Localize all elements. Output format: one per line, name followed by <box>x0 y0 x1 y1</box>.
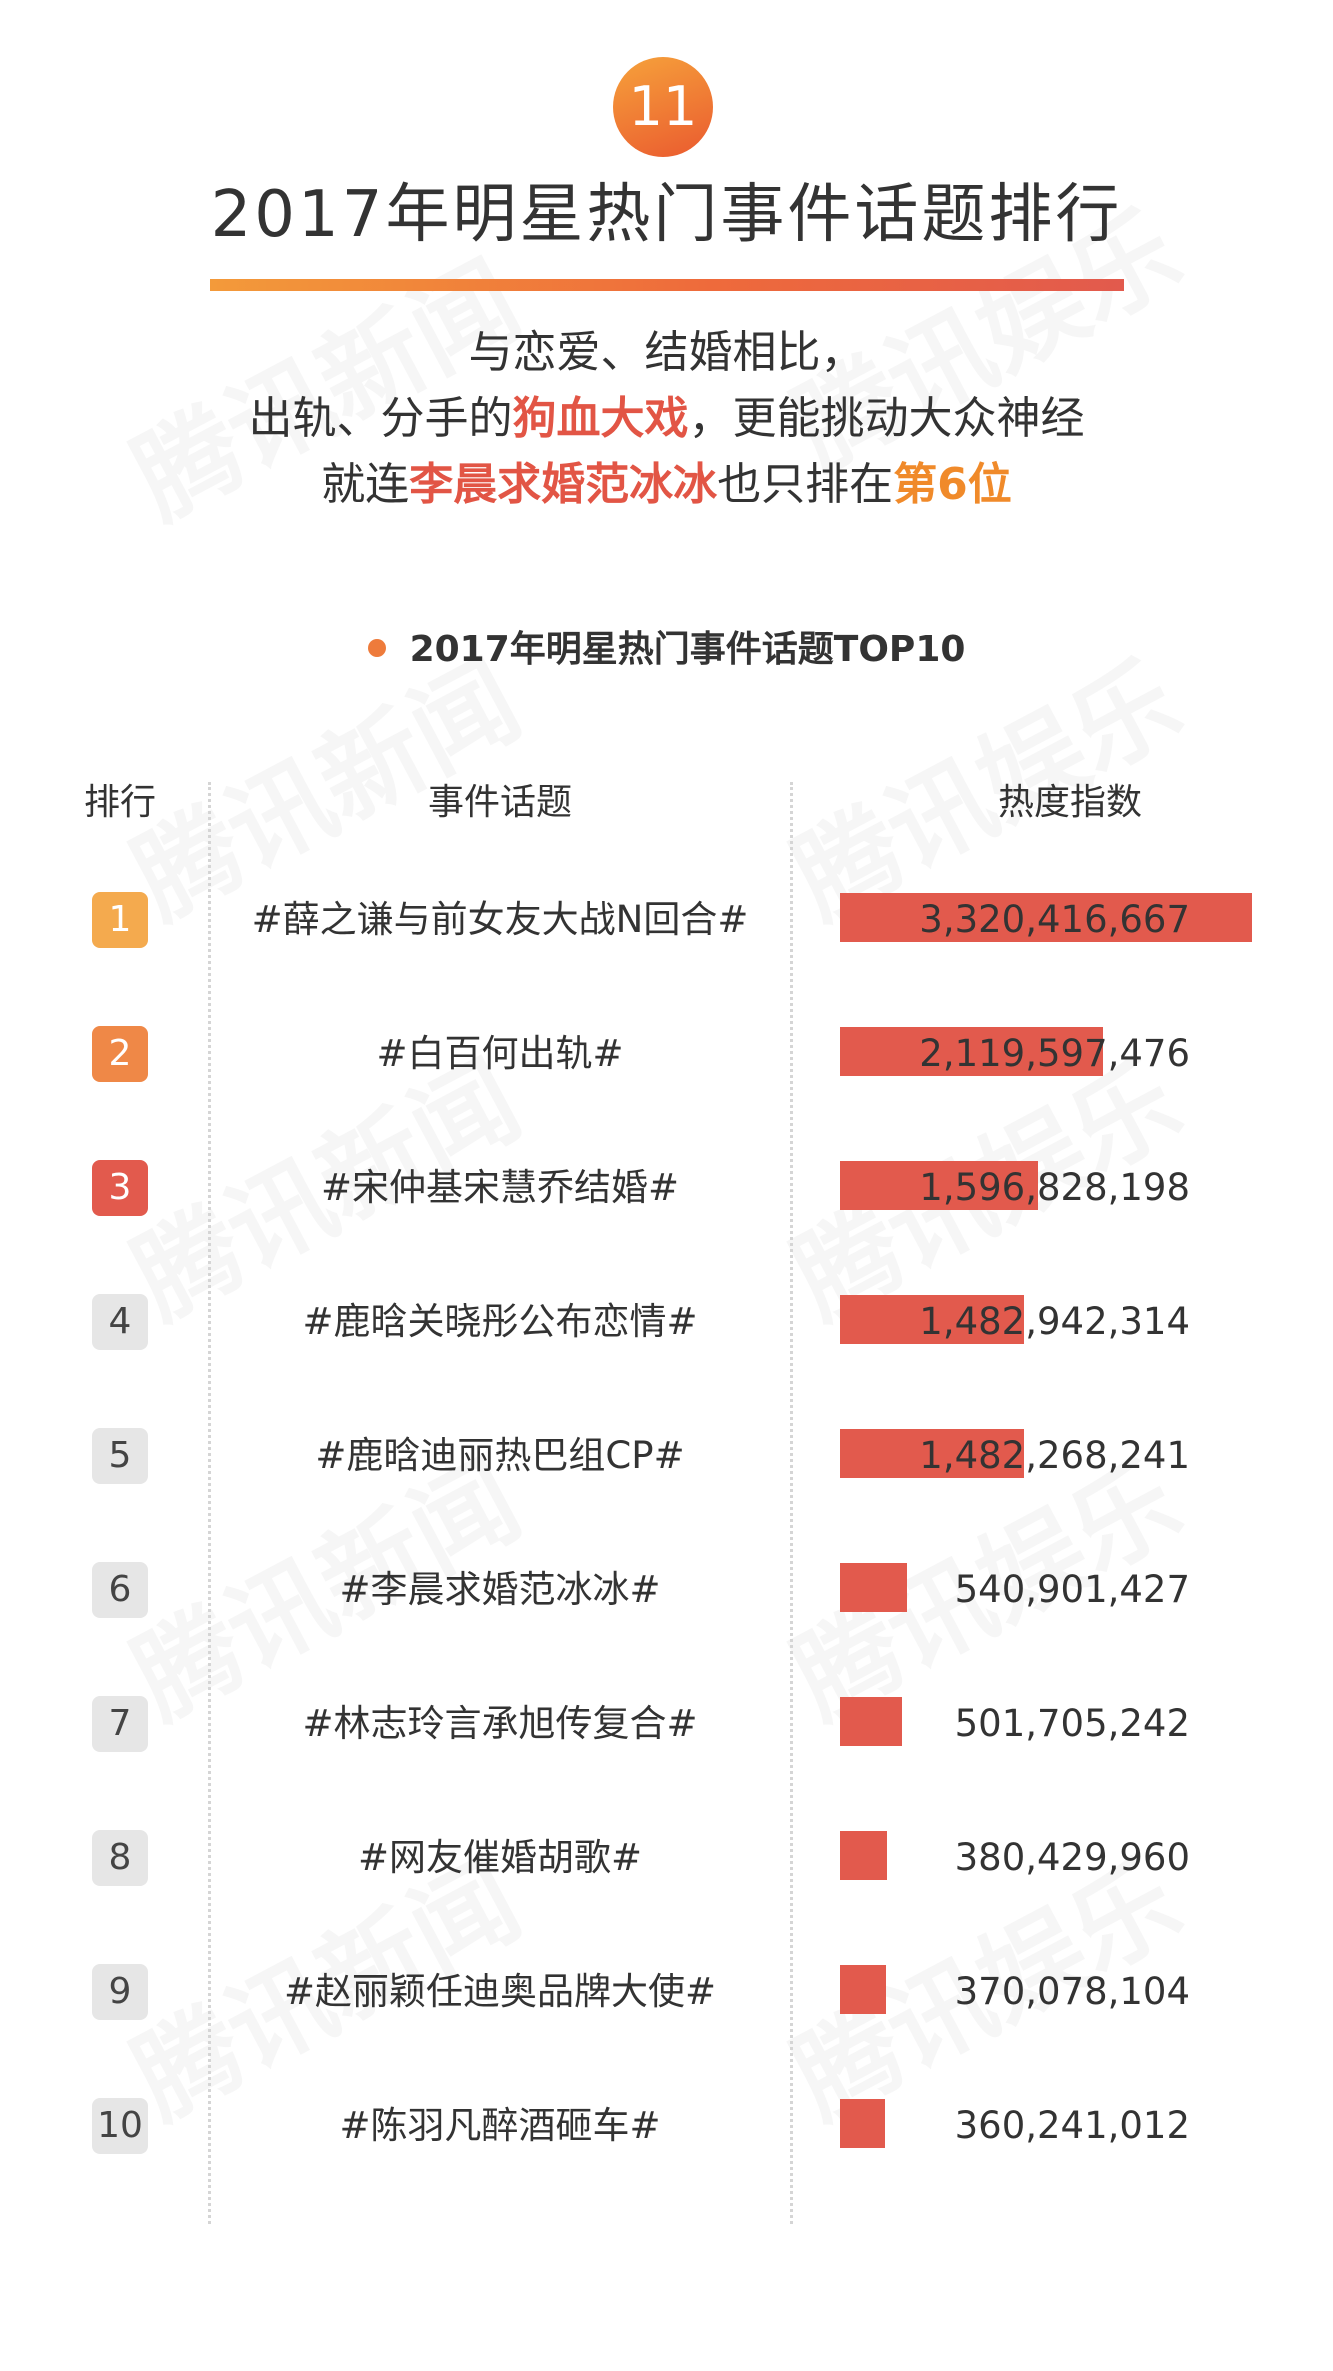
table-row: 6 #李晨求婚范冰冰# 540,901,427 <box>0 1540 1333 1640</box>
heat-bar <box>840 1831 887 1880</box>
heat-value-label: 3,320,416,667 <box>919 898 1190 941</box>
chart-title-text: 2017年明星热门事件话题TOP10 <box>409 629 966 670</box>
table-row: 7 #林志玲言承旭传复合# 501,705,242 <box>0 1674 1333 1774</box>
heat-bar <box>840 1965 886 2014</box>
topic-label: #薛之谦与前女友大战N回合# <box>251 898 749 941</box>
intro-line-3-middle: 也只排在 <box>717 459 894 510</box>
intro-highlight: 狗血大戏 <box>512 393 689 444</box>
page-title: 2017年明星热门事件话题排行 <box>210 178 1123 252</box>
rank-badge: 7 <box>92 1696 148 1752</box>
heat-value-label: 1,482,268,241 <box>919 1434 1190 1477</box>
heat-bar <box>840 893 1252 942</box>
section-number-badge: 11 <box>613 57 713 157</box>
intro-line-2: 出轨、分手的狗血大戏，更能挑动大众神经 <box>0 386 1333 452</box>
table-row: 9 #赵丽颖任迪奥品牌大使# 370,078,104 <box>0 1942 1333 2042</box>
heat-value-label: 360,241,012 <box>954 2104 1190 2147</box>
bullet-dot-icon <box>367 639 386 657</box>
rank-badge: 8 <box>92 1830 148 1886</box>
topic-label: #白百何出轨# <box>376 1032 624 1075</box>
intro-text: 与恋爱、结婚相比， 出轨、分手的狗血大戏，更能挑动大众神经 就连李晨求婚范冰冰也… <box>0 320 1333 518</box>
heat-bar <box>840 1429 1024 1478</box>
table-row: 5 #鹿晗迪丽热巴组CP# 1,482,268,241 <box>0 1406 1333 1506</box>
column-header-rank: 排行 <box>83 782 156 823</box>
table-row: 2 #白百何出轨# 2,119,597,476 <box>0 1004 1333 1104</box>
intro-line-2-before: 出轨、分手的 <box>248 393 513 444</box>
chart-title: 2017年明星热门事件话题TOP10 <box>0 620 1333 680</box>
title-underline <box>210 279 1124 291</box>
topic-label: #鹿晗迪丽热巴组CP# <box>315 1434 685 1477</box>
rank-badge: 2 <box>92 1026 148 1082</box>
heat-bar <box>840 1697 902 1746</box>
heat-bar <box>840 1295 1024 1344</box>
topic-label: #网友催婚胡歌# <box>357 1836 642 1879</box>
rank-badge: 9 <box>92 1964 148 2020</box>
heat-value-label: 380,429,960 <box>954 1836 1190 1879</box>
rank-badge: 10 <box>92 2098 148 2154</box>
intro-line-1: 与恋爱、结婚相比， <box>468 327 865 378</box>
column-header-topic: 事件话题 <box>427 782 572 823</box>
heat-value-label: 540,901,427 <box>954 1568 1190 1611</box>
heat-value-label: 1,596,828,198 <box>919 1166 1190 1209</box>
heat-bar <box>840 1027 1103 1076</box>
intro-line-3: 就连李晨求婚范冰冰也只排在第6位 <box>0 452 1333 518</box>
rank-badge: 3 <box>92 1160 148 1216</box>
intro-line-2-after: ，更能挑动大众神经 <box>688 393 1085 444</box>
topic-label: #李晨求婚范冰冰# <box>339 1568 661 1611</box>
rank-badge: 5 <box>92 1428 148 1484</box>
table-row: 10 #陈羽凡醉酒砸车# 360,241,012 <box>0 2076 1333 2176</box>
topic-label: #赵丽颖任迪奥品牌大使# <box>283 1970 716 2013</box>
heat-bar <box>840 1563 907 1612</box>
heat-bar <box>840 2099 885 2148</box>
heat-value-label: 2,119,597,476 <box>919 1032 1190 1075</box>
table-row: 1 #薛之谦与前女友大战N回合# 3,320,416,667 <box>0 870 1333 970</box>
heat-value-label: 370,078,104 <box>954 1970 1190 2013</box>
intro-highlight: 李晨求婚范冰冰 <box>409 459 718 510</box>
heat-value-label: 501,705,242 <box>954 1702 1190 1745</box>
column-header-value: 热度指数 <box>997 782 1142 823</box>
table-row: 8 #网友催婚胡歌# 380,429,960 <box>0 1808 1333 1908</box>
heat-bar <box>840 1161 1038 1210</box>
rank-badge: 4 <box>92 1294 148 1350</box>
topic-label: #陈羽凡醉酒砸车# <box>339 2104 661 2147</box>
table-row: 3 #宋仲基宋慧乔结婚# 1,596,828,198 <box>0 1138 1333 1238</box>
column-divider <box>208 782 211 2224</box>
rank-badge: 6 <box>92 1562 148 1618</box>
column-divider <box>790 782 793 2224</box>
heat-value-label: 1,482,942,314 <box>919 1300 1190 1343</box>
topic-label: #鹿晗关晓彤公布恋情# <box>302 1300 698 1343</box>
topic-label: #林志玲言承旭传复合# <box>302 1702 698 1745</box>
intro-highlight-rank: 第6位 <box>893 459 1012 510</box>
rank-badge: 1 <box>92 892 148 948</box>
table-row: 4 #鹿晗关晓彤公布恋情# 1,482,942,314 <box>0 1272 1333 1372</box>
intro-line-3-before: 就连 <box>321 459 410 510</box>
topic-label: #宋仲基宋慧乔结婚# <box>320 1166 679 1209</box>
